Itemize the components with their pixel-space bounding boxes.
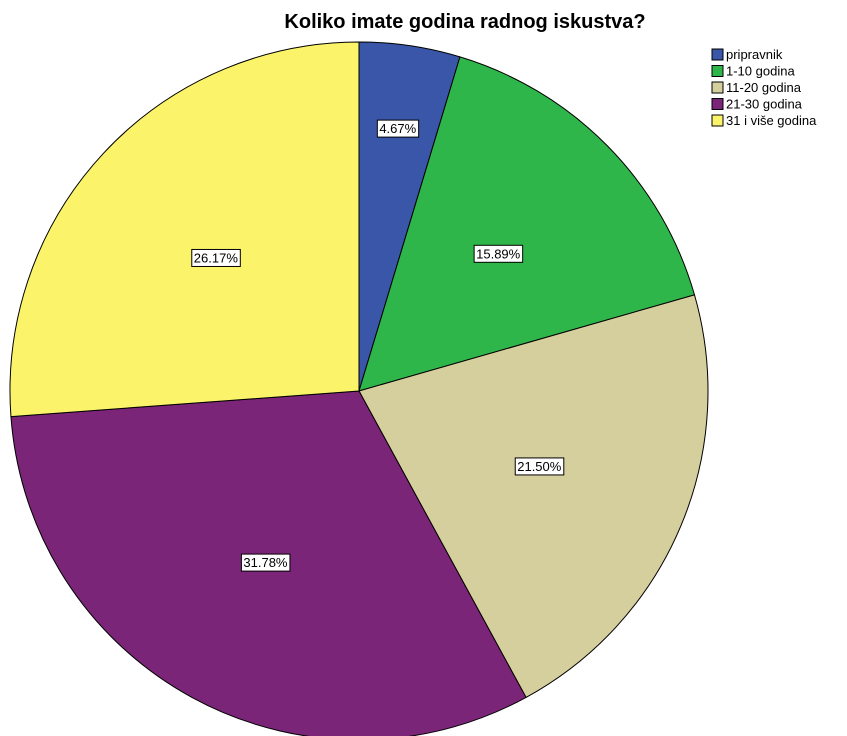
chart-title: Koliko imate godina radnog iskustva? (284, 11, 645, 33)
legend-item-1-10-godina: 1-10 godina (711, 64, 795, 79)
data-label-box (514, 457, 565, 476)
pie-slices (9, 41, 709, 736)
data-label-pripravnik: 4.67% (376, 119, 420, 138)
data-label-text: 21.50% (517, 459, 562, 474)
pie-slice-31-i-vi-e-godina (9, 41, 360, 418)
data-label-text: 26.17% (194, 250, 239, 265)
legend-item-31-i-vi-e-godina: 31 i više godina (711, 113, 817, 128)
data-label-box (191, 248, 241, 267)
legend-item-11-20-godina: 11-20 godina (711, 80, 802, 95)
data-label-1-10-godina: 15.89% (473, 244, 524, 263)
legend-label: pripravnik (726, 47, 783, 62)
data-label-box (240, 553, 291, 572)
legend-item-pripravnik: pripravnik (711, 47, 783, 62)
data-label-text: 15.89% (476, 246, 521, 261)
pie-data-labels: 4.67% 15.89% 21.50% 31.78% 26.17% (191, 119, 565, 572)
legend-swatch (711, 114, 724, 127)
legend-item-21-30-godina: 21-30 godina (711, 97, 803, 112)
data-label-text: 31.78% (243, 555, 288, 570)
data-label-21-30-godina: 31.78% (240, 553, 291, 572)
legend-swatch (711, 98, 724, 110)
data-label-box (376, 119, 420, 138)
legend-swatch (711, 81, 724, 94)
legend-label: 21-30 godina (726, 97, 803, 112)
pie-slice-1-10-godina (358, 56, 696, 392)
legend-label: 11-20 godina (726, 80, 802, 95)
data-label-11-20-godina: 21.50% (514, 457, 565, 476)
legend-label: 31 i više godina (726, 113, 817, 128)
data-label-31-i-vi-e-godina: 26.17% (191, 248, 241, 267)
legend-swatch (711, 65, 724, 77)
pie-slice-11-20-godina (358, 294, 709, 699)
data-label-box (473, 244, 524, 263)
legend-swatch (711, 48, 724, 61)
legend-label: 1-10 godina (726, 64, 795, 79)
data-label-text: 4.67% (379, 121, 416, 136)
